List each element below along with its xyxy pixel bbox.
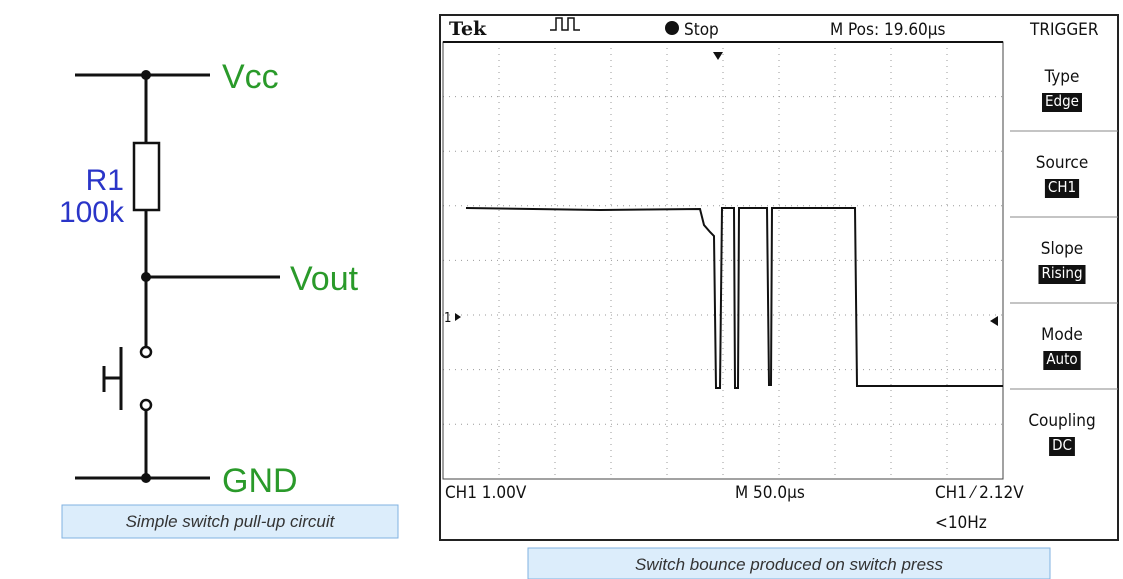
frequency: <10Hz	[935, 513, 987, 533]
menu-label: Coupling	[1028, 411, 1095, 431]
time-scale: M 50.0µs	[735, 483, 805, 503]
brand: Tek	[449, 18, 487, 40]
caption: Simple switch pull-up circuit	[126, 512, 336, 531]
stop-dot	[665, 21, 679, 35]
resistor-value: 100k	[59, 196, 125, 229]
gnd-label: GND	[222, 462, 298, 500]
menu-value: Edge	[1045, 92, 1079, 110]
scope-frame	[440, 15, 1118, 540]
menu-value: DC	[1052, 436, 1072, 454]
status: Stop	[684, 20, 719, 40]
menu-label: Source	[1036, 153, 1089, 173]
resistor-name: R1	[86, 164, 124, 197]
menu-value: CH1	[1048, 178, 1076, 196]
channel-marker: 1	[444, 311, 451, 326]
ch-scale: CH1 1.00V	[445, 483, 527, 503]
menu-value: Rising	[1041, 264, 1082, 282]
position: M Pos: 19.60µs	[830, 20, 946, 40]
vout-label: Vout	[290, 260, 359, 298]
menu-label: Slope	[1041, 239, 1083, 259]
vcc-label: Vcc	[222, 58, 279, 96]
menu-value: Auto	[1046, 350, 1077, 368]
caption: Switch bounce produced on switch press	[635, 555, 944, 574]
menu-label: Mode	[1041, 325, 1083, 345]
menu-title: TRIGGER	[1029, 20, 1099, 40]
circuit-wires	[75, 75, 280, 478]
menu-label: Type	[1044, 67, 1080, 87]
trigger-level: CH1 ⁄ 2.12V	[935, 483, 1024, 503]
page: Vcc R1 100k Vout GND Simple switch pull-…	[0, 0, 1123, 579]
